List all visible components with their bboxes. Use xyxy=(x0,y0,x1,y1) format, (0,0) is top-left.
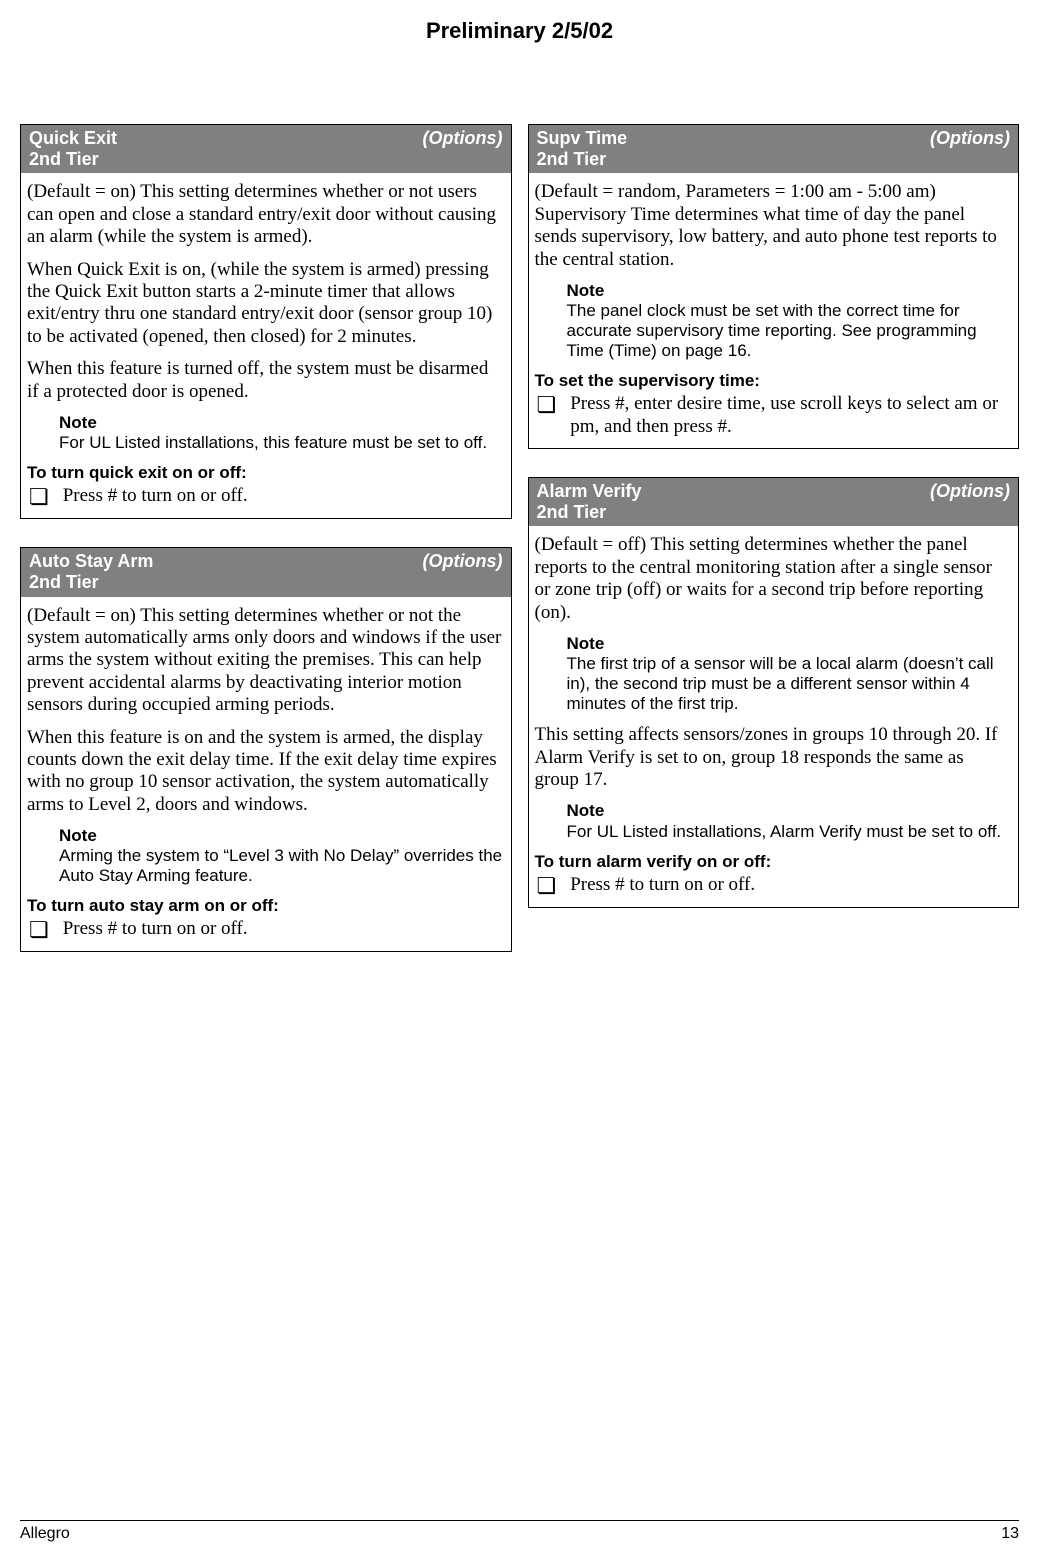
auto-stay-subtitle: 2nd Tier xyxy=(29,572,153,593)
checkbox-icon: ❏ xyxy=(537,393,557,416)
quick-exit-category: (Options) xyxy=(423,128,503,149)
quick-exit-p1: (Default = on) This setting determines w… xyxy=(27,181,505,248)
note-label: Note xyxy=(59,826,505,846)
alarm-verify-note2: Note For UL Listed installations, Alarm … xyxy=(535,801,1013,841)
alarm-verify-category: (Options) xyxy=(930,481,1010,502)
alarm-verify-header: Alarm Verify 2nd Tier (Options) xyxy=(529,478,1019,526)
quick-exit-subtitle: 2nd Tier xyxy=(29,149,117,170)
note-label: Note xyxy=(567,281,1013,301)
alarm-verify-p2: This setting affects sensors/zones in gr… xyxy=(535,724,1013,791)
supv-time-category: (Options) xyxy=(930,128,1010,149)
note-label: Note xyxy=(567,801,1013,821)
alarm-verify-note1: Note The first trip of a sensor will be … xyxy=(535,634,1013,714)
auto-stay-p2: When this feature is on and the system i… xyxy=(27,727,505,817)
supv-time-p1: (Default = random, Parameters = 1:00 am … xyxy=(535,181,1013,271)
left-column: Quick Exit 2nd Tier (Options) (Default =… xyxy=(20,124,512,952)
alarm-verify-body: (Default = off) This setting determines … xyxy=(529,526,1019,906)
note-label: Note xyxy=(567,634,1013,654)
footer-left: Allegro xyxy=(20,1525,70,1543)
alarm-verify-title: Alarm Verify xyxy=(537,481,642,502)
quick-exit-p2: When Quick Exit is on, (while the system… xyxy=(27,259,505,349)
auto-stay-p1: (Default = on) This setting determines w… xyxy=(27,605,505,717)
footer-right: 13 xyxy=(1001,1525,1019,1543)
quick-exit-p3: When this feature is turned off, the sys… xyxy=(27,358,505,403)
quick-exit-header: Quick Exit 2nd Tier (Options) xyxy=(21,125,511,173)
auto-stay-bullet: ❏ Press # to turn on or off. xyxy=(29,918,505,941)
checkbox-icon: ❏ xyxy=(29,918,49,941)
checkbox-icon: ❏ xyxy=(29,485,49,508)
auto-stay-title: Auto Stay Arm xyxy=(29,551,153,572)
supv-time-header: Supv Time 2nd Tier (Options) xyxy=(529,125,1019,173)
note-text: For UL Listed installations, this featur… xyxy=(59,433,505,453)
bullet-text: Press # to turn on or off. xyxy=(63,485,505,507)
bullet-text: Press # to turn on or off. xyxy=(63,918,505,940)
note-text: Arming the system to “Level 3 with No De… xyxy=(59,846,505,886)
alarm-verify-box: Alarm Verify 2nd Tier (Options) (Default… xyxy=(528,477,1020,908)
checkbox-icon: ❏ xyxy=(537,874,557,897)
note-label: Note xyxy=(59,413,505,433)
auto-stay-header: Auto Stay Arm 2nd Tier (Options) xyxy=(21,548,511,596)
auto-stay-note: Note Arming the system to “Level 3 with … xyxy=(27,826,505,886)
alarm-verify-subtitle: 2nd Tier xyxy=(537,502,642,523)
quick-exit-bullet: ❏ Press # to turn on or off. xyxy=(29,485,505,508)
alarm-verify-p1: (Default = off) This setting determines … xyxy=(535,534,1013,624)
quick-exit-note: Note For UL Listed installations, this f… xyxy=(27,413,505,453)
quick-exit-box: Quick Exit 2nd Tier (Options) (Default =… xyxy=(20,124,512,519)
right-column: Supv Time 2nd Tier (Options) (Default = … xyxy=(528,124,1020,952)
note-text: The first trip of a sensor will be a loc… xyxy=(567,654,1013,714)
supv-time-body: (Default = random, Parameters = 1:00 am … xyxy=(529,173,1019,448)
bullet-text: Press # to turn on or off. xyxy=(570,874,1012,896)
auto-stay-body: (Default = on) This setting determines w… xyxy=(21,597,511,952)
auto-stay-box: Auto Stay Arm 2nd Tier (Options) (Defaul… xyxy=(20,547,512,952)
note-text: For UL Listed installations, Alarm Verif… xyxy=(567,822,1013,842)
supv-time-title: Supv Time xyxy=(537,128,628,149)
alarm-verify-bullet: ❏ Press # to turn on or off. xyxy=(537,874,1013,897)
supv-time-instr: To set the supervisory time: xyxy=(535,371,1013,391)
supv-time-subtitle: 2nd Tier xyxy=(537,149,628,170)
footer: Allegro 13 xyxy=(20,1520,1019,1543)
quick-exit-title: Quick Exit xyxy=(29,128,117,149)
supv-time-bullet: ❏ Press #, enter desire time, use scroll… xyxy=(537,393,1013,438)
auto-stay-category: (Options) xyxy=(423,551,503,572)
quick-exit-body: (Default = on) This setting determines w… xyxy=(21,173,511,518)
alarm-verify-instr: To turn alarm verify on or off: xyxy=(535,852,1013,872)
quick-exit-instr: To turn quick exit on or off: xyxy=(27,463,505,483)
supv-time-box: Supv Time 2nd Tier (Options) (Default = … xyxy=(528,124,1020,449)
page-title: Preliminary 2/5/02 xyxy=(0,0,1039,44)
supv-time-note: Note The panel clock must be set with th… xyxy=(535,281,1013,361)
note-text: The panel clock must be set with the cor… xyxy=(567,301,1013,361)
auto-stay-instr: To turn auto stay arm on or off: xyxy=(27,896,505,916)
columns-container: Quick Exit 2nd Tier (Options) (Default =… xyxy=(0,44,1039,952)
bullet-text: Press #, enter desire time, use scroll k… xyxy=(570,393,1012,438)
